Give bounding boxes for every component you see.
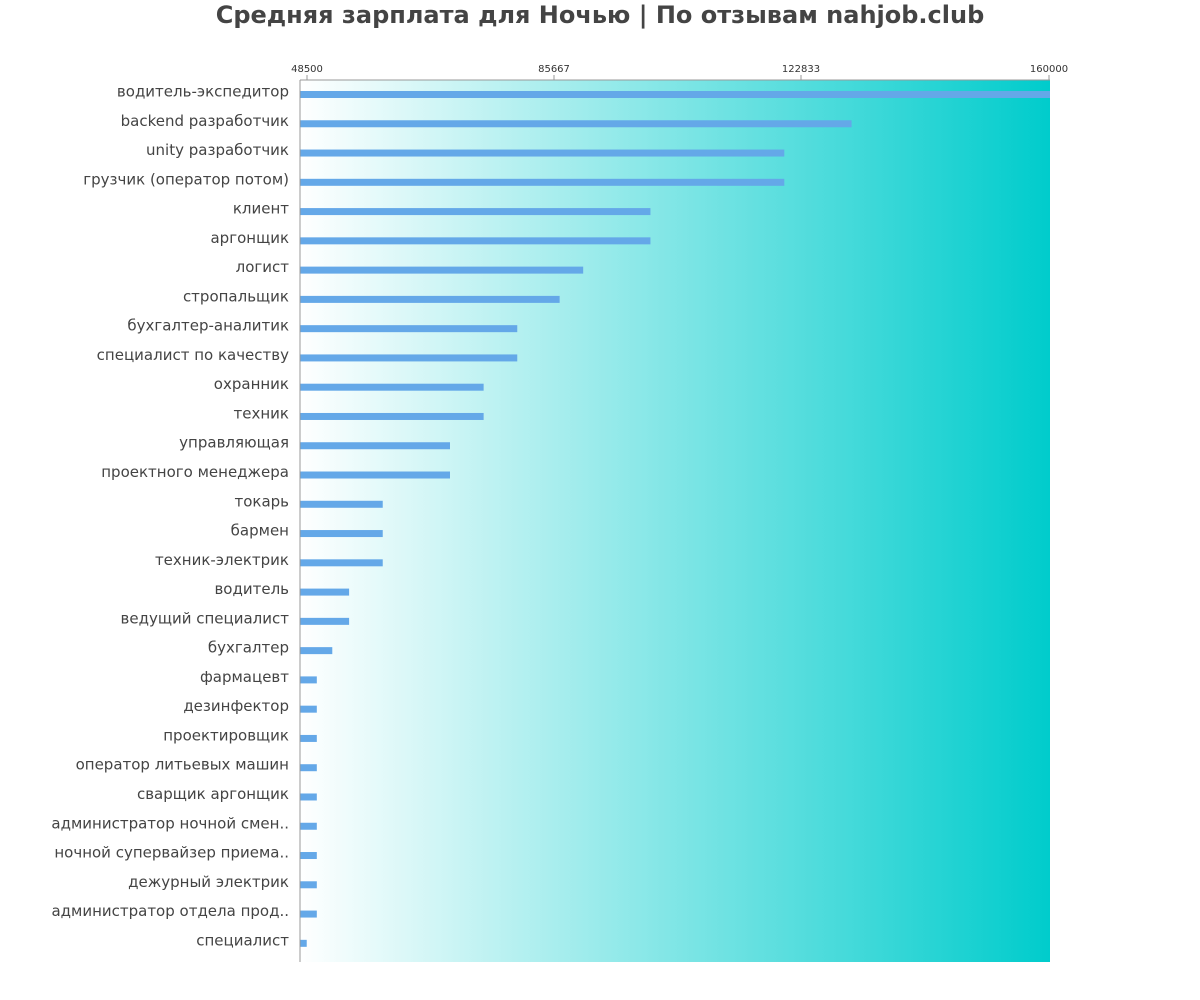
category-label: проектировщик <box>163 726 289 744</box>
bar <box>300 530 383 538</box>
category-label: специалист по качеству <box>97 346 289 364</box>
category-label: техник-электрик <box>155 551 289 569</box>
category-label: backend разработчик <box>121 112 289 130</box>
category-label: управляющая <box>179 434 289 452</box>
bar <box>300 383 484 391</box>
category-label: токарь <box>234 492 289 510</box>
category-label: бухгалтер-аналитик <box>127 317 289 335</box>
category-label: администратор ночной смен.. <box>51 814 289 832</box>
category-label: логист <box>236 258 290 276</box>
bar <box>300 910 317 918</box>
bar <box>300 852 317 860</box>
bar <box>300 354 518 362</box>
bar <box>300 500 383 508</box>
category-label: водитель-экспедитор <box>117 83 289 101</box>
category-label: сварщик аргонщик <box>137 785 289 803</box>
bar <box>300 822 317 830</box>
category-label: ночной супервайзер приема.. <box>54 844 289 862</box>
bar <box>300 295 560 303</box>
category-label: дежурный электрик <box>128 873 289 891</box>
category-label: водитель <box>214 580 289 598</box>
bar <box>300 412 484 420</box>
x-tick-label: 48500 <box>291 64 323 75</box>
bar <box>300 266 584 274</box>
x-tick-label: 85667 <box>538 64 570 75</box>
category-label: фармацевт <box>200 668 289 686</box>
bar <box>300 617 350 625</box>
bar <box>300 764 317 772</box>
bar <box>300 705 317 713</box>
bar <box>300 939 307 947</box>
category-label: бармен <box>231 522 289 540</box>
bar <box>300 734 317 742</box>
category-label: ведущий специалист <box>121 609 290 627</box>
bar <box>300 676 317 684</box>
category-label: дезинфектор <box>183 697 289 715</box>
bar <box>300 442 450 450</box>
category-label: проектного менеджера <box>101 463 289 481</box>
category-label: администратор отдела прод.. <box>51 902 289 920</box>
category-label: бухгалтер <box>208 639 289 657</box>
bar <box>300 559 383 567</box>
bar <box>300 208 651 216</box>
bar <box>300 325 518 333</box>
chart-title: Средняя зарплата для Ночью | По отзывам … <box>215 1 985 29</box>
bar <box>300 647 333 655</box>
bar <box>300 178 785 186</box>
category-label: стропальщик <box>183 287 289 305</box>
bar <box>300 471 450 479</box>
bar <box>300 881 317 889</box>
bar <box>300 91 1050 98</box>
bar <box>300 149 785 157</box>
category-label: грузчик (оператор потом) <box>83 170 289 188</box>
category-label: оператор литьевых машин <box>76 756 289 774</box>
category-label: unity разработчик <box>146 141 289 159</box>
category-label: аргонщик <box>210 229 289 247</box>
bar <box>300 793 317 801</box>
x-tick-label: 160000 <box>1030 64 1068 75</box>
category-label: охранник <box>214 375 289 393</box>
bar <box>300 237 651 245</box>
plot-background <box>300 80 1050 962</box>
category-label: техник <box>234 404 289 422</box>
category-label: клиент <box>233 200 289 218</box>
bar <box>300 120 852 128</box>
category-label: специалист <box>196 931 289 949</box>
x-tick-label: 122833 <box>782 64 820 75</box>
bar <box>300 588 350 596</box>
